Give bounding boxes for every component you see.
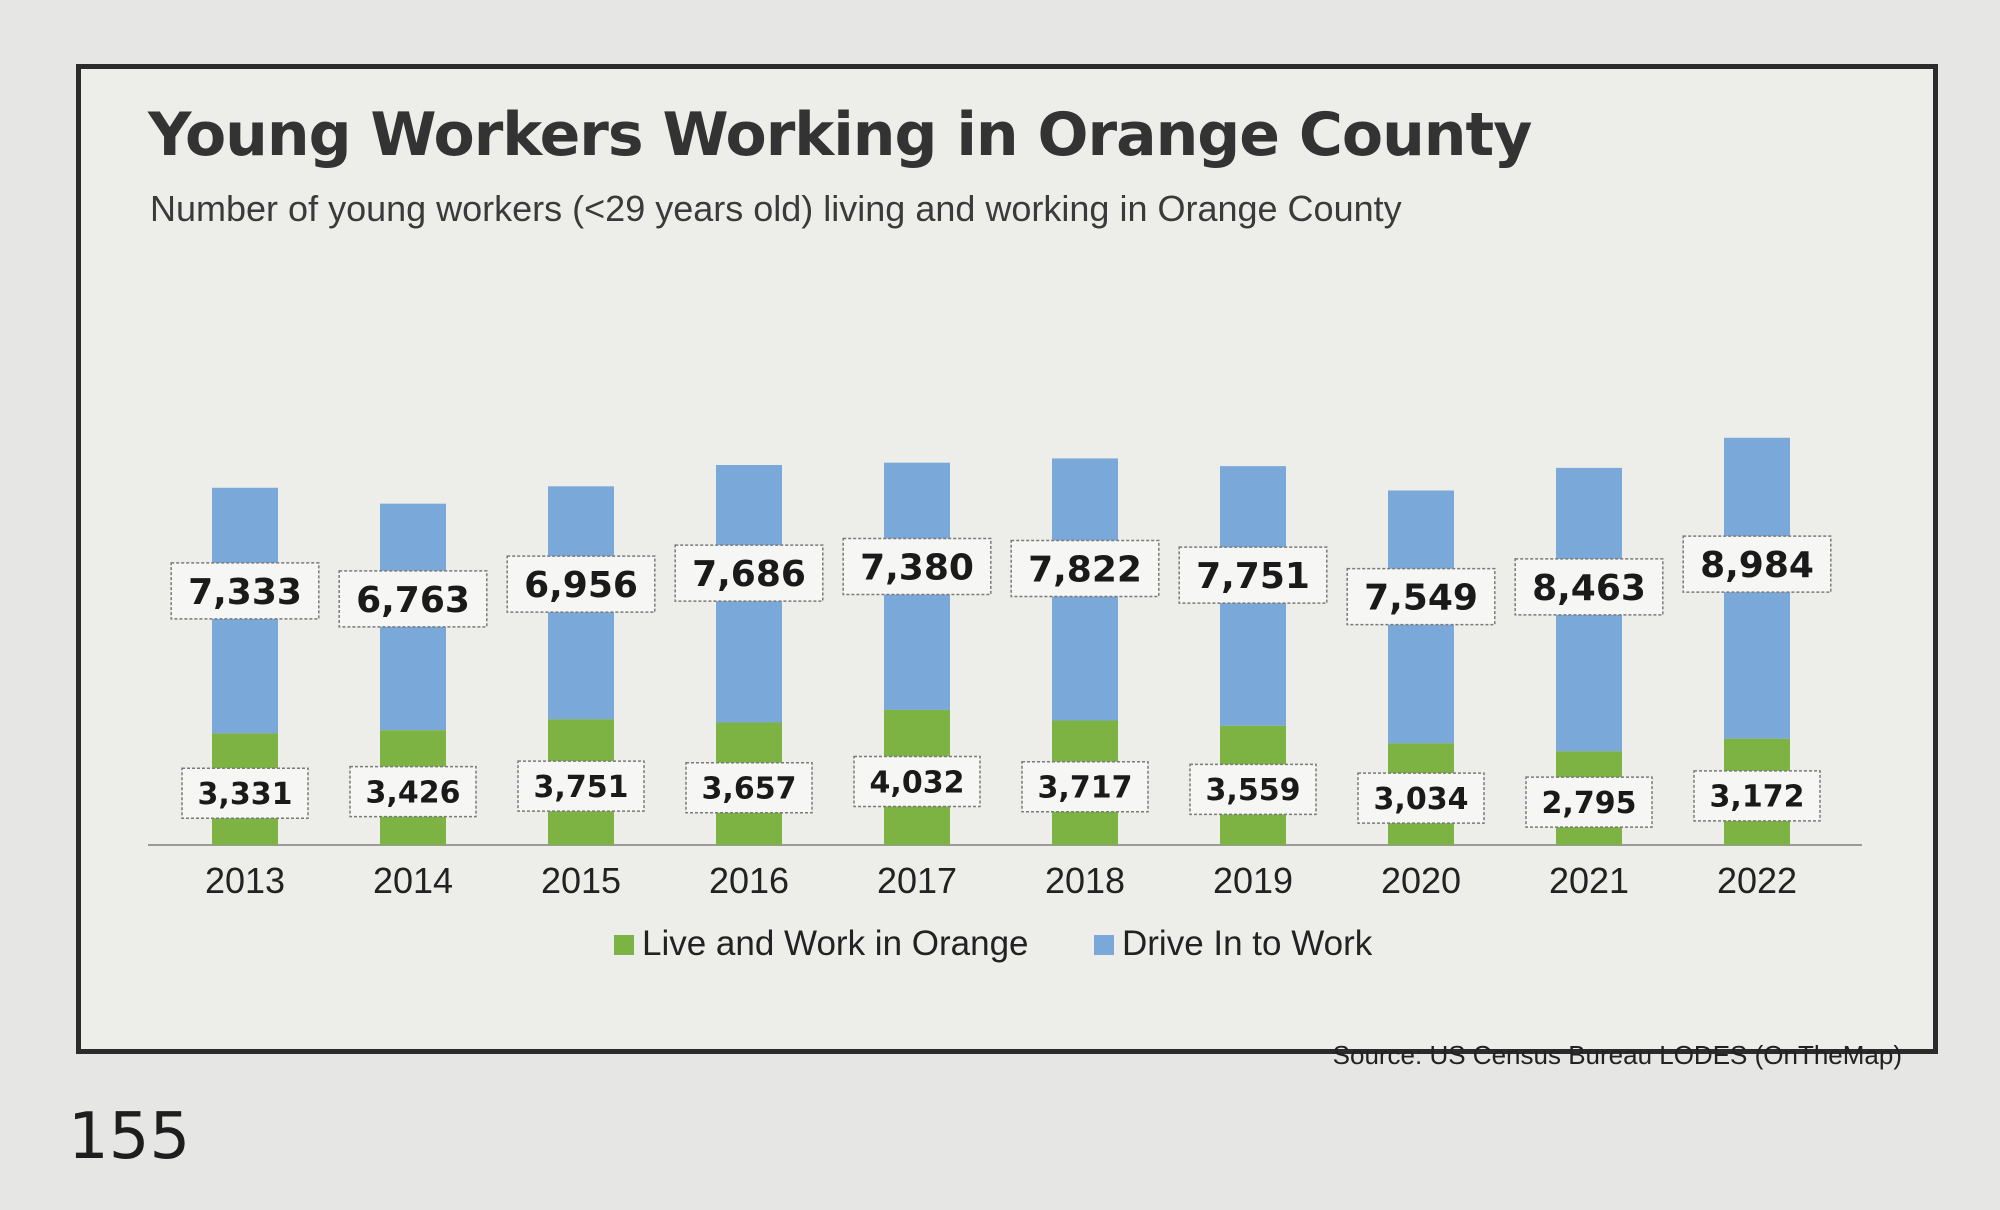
data-label-drive-in-2022-box xyxy=(1682,535,1832,593)
data-label-drive-in-2015: 6,956 xyxy=(524,565,638,606)
x-tick-label-2022: 2022 xyxy=(1717,860,1797,901)
data-label-drive-in-2020-box xyxy=(1346,567,1496,626)
data-label-live-work-2018-box xyxy=(1021,760,1149,813)
legend-swatch-live-work xyxy=(614,935,634,955)
data-label-drive-in-2013-box xyxy=(170,562,320,620)
data-label-drive-in-2020: 7,549 xyxy=(1364,578,1478,619)
data-label-live-work-2020-box xyxy=(1357,772,1485,824)
legend-swatch-drive-in xyxy=(1094,935,1114,955)
data-label-drive-in-2016: 7,686 xyxy=(692,554,806,595)
data-label-live-work-2019: 3,559 xyxy=(1206,773,1301,808)
data-label-drive-in-2014: 6,763 xyxy=(356,580,470,621)
legend-label-drive-in: Drive In to Work xyxy=(1122,924,1373,963)
data-label-live-work-2022: 3,172 xyxy=(1710,780,1805,815)
data-label-live-work-2016-box xyxy=(685,761,813,814)
chart-source: Source: US Census Bureau LODES (OnTheMap… xyxy=(1332,1040,1902,1070)
data-label-live-work-2018: 3,717 xyxy=(1038,771,1133,806)
data-label-live-work-2020: 3,034 xyxy=(1374,782,1469,817)
data-label-live-work-2013: 3,331 xyxy=(198,777,293,812)
data-label-drive-in-2022: 8,984 xyxy=(1700,545,1814,586)
data-label-live-work-2014: 3,426 xyxy=(366,775,461,810)
data-label-live-work-2017-box xyxy=(853,755,981,808)
page-number: 155 xyxy=(68,1100,191,1174)
data-label-drive-in-2019-box xyxy=(1178,546,1328,604)
data-label-drive-in-2016-box xyxy=(674,544,824,602)
data-label-drive-in-2018: 7,822 xyxy=(1028,549,1142,590)
x-tick-label-2017: 2017 xyxy=(877,860,957,901)
data-label-live-work-2013-box xyxy=(181,767,309,819)
data-label-live-work-2015: 3,751 xyxy=(534,770,629,805)
data-label-live-work-2021-box xyxy=(1525,776,1653,828)
x-tick-label-2016: 2016 xyxy=(709,860,789,901)
data-label-live-work-2016: 3,657 xyxy=(702,772,797,807)
x-tick-label-2019: 2019 xyxy=(1213,860,1293,901)
data-label-drive-in-2014-box xyxy=(338,570,488,628)
x-tick-label-2015: 2015 xyxy=(541,860,621,901)
data-label-drive-in-2015-box xyxy=(506,555,656,613)
data-label-drive-in-2019: 7,751 xyxy=(1196,556,1310,597)
data-label-live-work-2019-box xyxy=(1189,763,1317,816)
data-label-drive-in-2018-box xyxy=(1010,539,1160,598)
x-tick-label-2013: 2013 xyxy=(205,860,285,901)
data-label-drive-in-2017-box xyxy=(842,537,992,596)
data-label-drive-in-2021: 8,463 xyxy=(1532,568,1646,609)
chart-title: Young Workers Working in Orange County xyxy=(148,100,1532,170)
chart-subtitle: Number of young workers (<29 years old) … xyxy=(150,188,1402,229)
data-label-drive-in-2013: 7,333 xyxy=(188,572,302,613)
data-label-live-work-2017: 4,032 xyxy=(870,765,965,800)
data-label-drive-in-2021-box xyxy=(1514,558,1664,616)
data-label-live-work-2021: 2,795 xyxy=(1542,786,1637,821)
x-tick-label-2021: 2021 xyxy=(1549,860,1629,901)
x-tick-label-2018: 2018 xyxy=(1045,860,1125,901)
data-label-drive-in-2017: 7,380 xyxy=(860,547,974,588)
x-tick-label-2014: 2014 xyxy=(373,860,453,901)
data-label-live-work-2015-box xyxy=(517,760,645,812)
data-label-live-work-2014-box xyxy=(349,765,477,818)
data-label-live-work-2022-box xyxy=(1693,770,1821,822)
x-tick-label-2020: 2020 xyxy=(1381,860,1461,901)
legend-label-live-work: Live and Work in Orange xyxy=(642,924,1029,963)
